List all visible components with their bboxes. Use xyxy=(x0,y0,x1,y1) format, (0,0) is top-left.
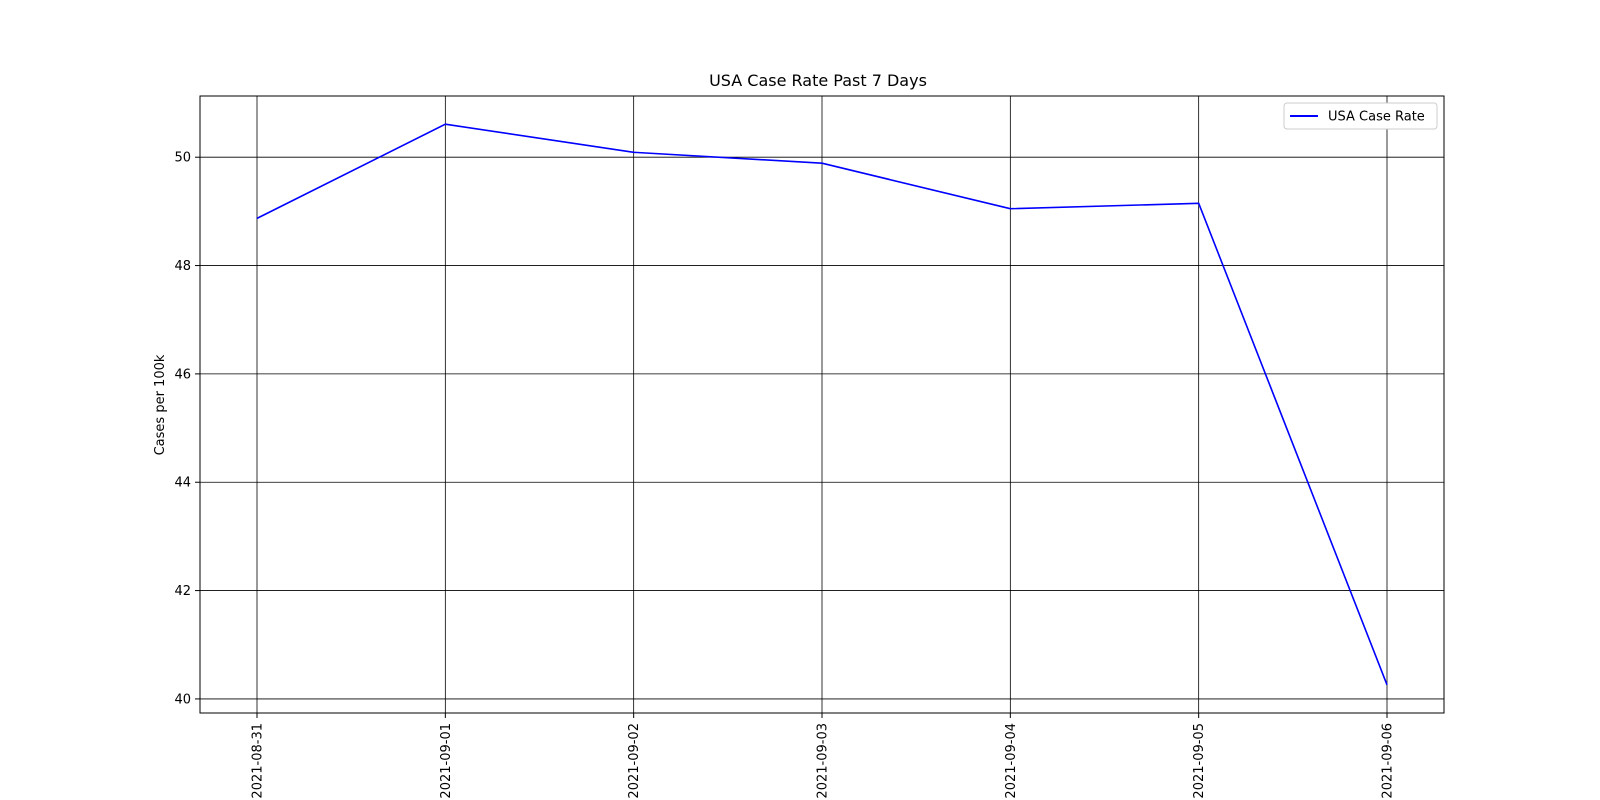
tick-layer: 2021-08-31 2021-09-01 2021-09-02 2021-09-03… xyxy=(174,151,1395,799)
y-tick-label: 46 xyxy=(174,367,191,382)
x-tick-label: 2021-09-02 xyxy=(627,723,642,799)
x-tick-label: 2021-09-04 xyxy=(1004,723,1019,799)
x-tick-label: 2021-09-06 xyxy=(1381,723,1396,799)
y-tick-label: 40 xyxy=(174,692,191,707)
y-tick-label: 50 xyxy=(174,151,191,166)
y-tick-label: 44 xyxy=(174,476,191,491)
legend-box xyxy=(1283,102,1438,130)
x-tick-label: 2021-09-01 xyxy=(439,723,454,799)
y-axis-title: Cases per 100k xyxy=(153,354,168,455)
legend: USA Case Rate xyxy=(1283,102,1438,130)
series-layer xyxy=(256,123,1388,686)
chart-title: USA Case Rate Past 7 Days xyxy=(709,71,927,90)
series-line xyxy=(256,123,1388,686)
x-tick-label: 2021-09-03 xyxy=(816,723,831,799)
x-tick-label: 2021-08-31 xyxy=(251,723,266,799)
y-tick-label: 48 xyxy=(174,259,191,274)
legend-label: USA Case Rate xyxy=(1328,110,1425,125)
y-tick-label: 42 xyxy=(174,584,191,599)
grid-layer xyxy=(200,96,1444,713)
x-tick-label: 2021-09-05 xyxy=(1192,723,1207,799)
